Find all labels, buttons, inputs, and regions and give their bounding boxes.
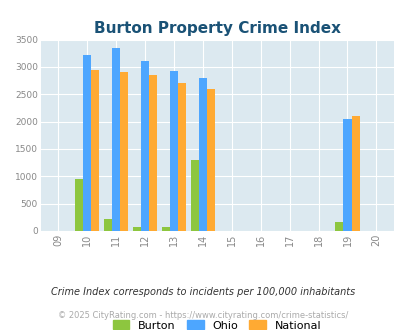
Bar [91, 70, 99, 231]
Bar [119, 72, 128, 231]
Bar [198, 79, 206, 231]
Bar [141, 61, 149, 231]
Bar [132, 227, 141, 231]
Bar [335, 222, 343, 231]
Title: Burton Property Crime Index: Burton Property Crime Index [94, 21, 340, 36]
Text: Crime Index corresponds to incidents per 100,000 inhabitants: Crime Index corresponds to incidents per… [51, 287, 354, 297]
Bar [343, 119, 351, 231]
Bar [177, 83, 185, 231]
Bar [75, 179, 83, 231]
Bar [161, 227, 169, 231]
Legend: Burton, Ohio, National: Burton, Ohio, National [109, 317, 324, 330]
Bar [111, 48, 119, 231]
Bar [83, 55, 91, 231]
Text: © 2025 CityRating.com - https://www.cityrating.com/crime-statistics/: © 2025 CityRating.com - https://www.city… [58, 311, 347, 320]
Bar [206, 89, 214, 231]
Bar [351, 116, 359, 231]
Bar [169, 71, 177, 231]
Bar [103, 219, 111, 231]
Bar [190, 160, 198, 231]
Bar [149, 75, 157, 231]
